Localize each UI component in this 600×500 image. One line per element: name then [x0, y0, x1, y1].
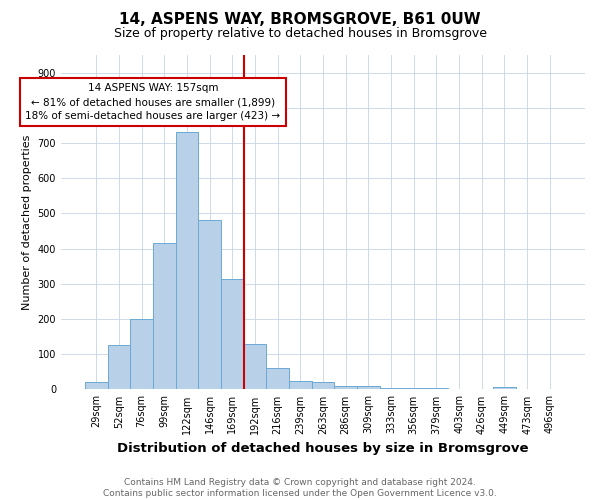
Bar: [380, 388, 403, 390]
Text: Contains HM Land Registry data © Crown copyright and database right 2024.
Contai: Contains HM Land Registry data © Crown c…: [103, 478, 497, 498]
X-axis label: Distribution of detached houses by size in Bromsgrove: Distribution of detached houses by size …: [117, 442, 529, 455]
Bar: [130, 319, 153, 390]
Bar: [221, 278, 244, 390]
Text: 14 ASPENS WAY: 157sqm
← 81% of detached houses are smaller (1,899)
18% of semi-d: 14 ASPENS WAY: 157sqm ← 81% of detached …: [25, 83, 280, 121]
Bar: [493, 386, 516, 390]
Y-axis label: Number of detached properties: Number of detached properties: [22, 134, 32, 310]
Bar: [85, 382, 107, 390]
Text: 14, ASPENS WAY, BROMSGROVE, B61 0UW: 14, ASPENS WAY, BROMSGROVE, B61 0UW: [119, 12, 481, 28]
Bar: [266, 368, 289, 390]
Bar: [244, 344, 266, 390]
Bar: [403, 388, 425, 390]
Bar: [153, 244, 176, 390]
Bar: [176, 132, 198, 390]
Bar: [107, 346, 130, 390]
Bar: [425, 388, 448, 390]
Text: Size of property relative to detached houses in Bromsgrove: Size of property relative to detached ho…: [113, 28, 487, 40]
Bar: [311, 382, 334, 390]
Bar: [198, 220, 221, 390]
Bar: [289, 380, 311, 390]
Bar: [357, 386, 380, 390]
Bar: [334, 386, 357, 390]
